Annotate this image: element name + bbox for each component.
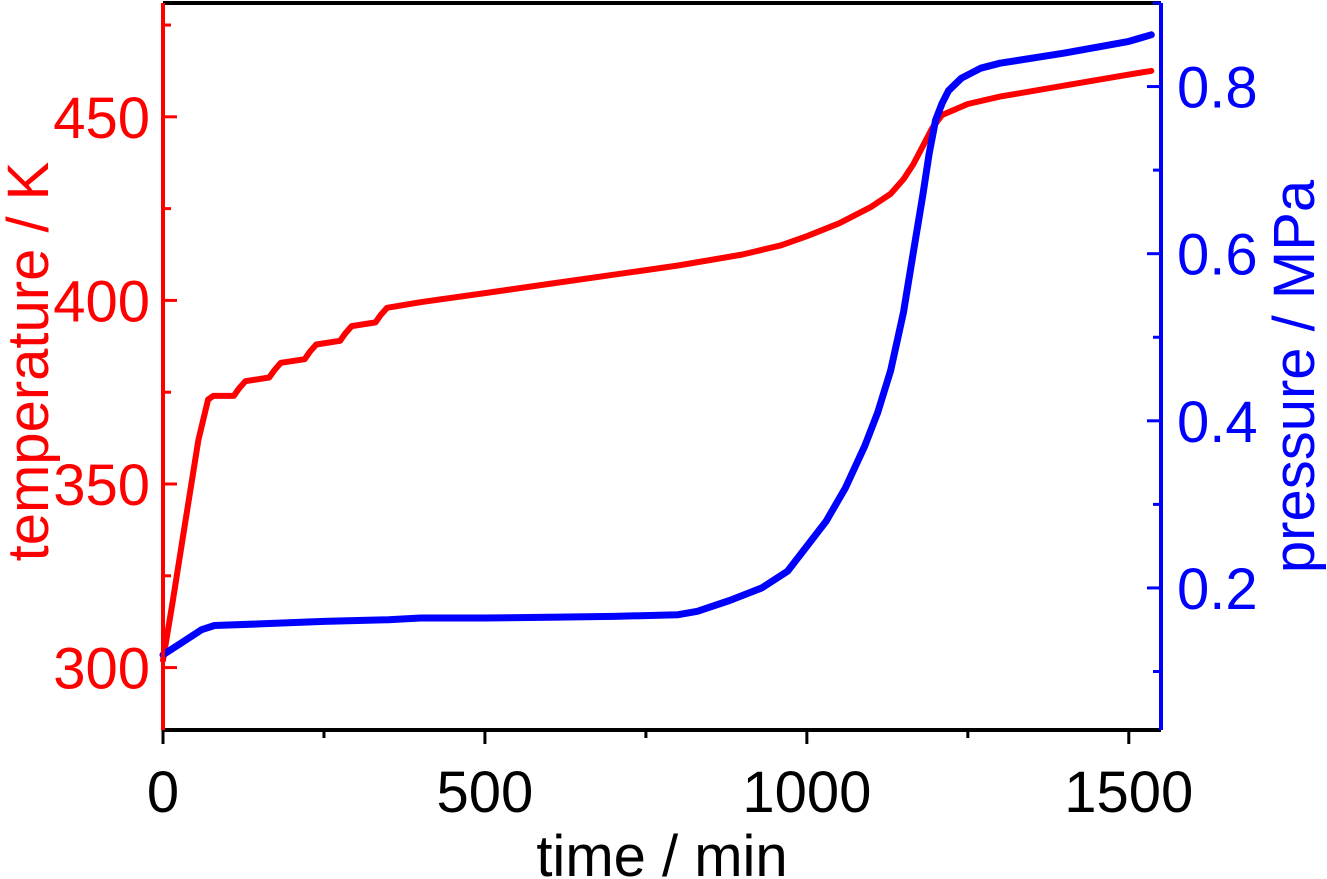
x-axis-title: time / min	[536, 824, 787, 879]
chart-marks	[159, 31, 1155, 664]
x-tick-label: 0	[147, 760, 179, 825]
y-left-tick-label: 350	[53, 453, 150, 518]
axis-labels: 0 500 1000 1500 300 350 400 450 0.2 0.4 0.6 0.8 time…	[0, 56, 1327, 879]
temperature-series-line	[160, 67, 1155, 664]
y-right-tick-label: 0.4	[1177, 390, 1258, 455]
y-right-axis-title: pressure / MPa	[1262, 179, 1327, 573]
y-left-axis-title: temperature / K	[0, 161, 61, 561]
pressure-series-line	[159, 31, 1155, 659]
axis-ticks	[161, 1, 1161, 744]
y-right-tick-label: 0.2	[1177, 557, 1258, 622]
y-left-tick-label: 450	[53, 86, 150, 151]
y-right-tick-label: 0.6	[1177, 223, 1258, 288]
y-left-tick-label: 400	[53, 269, 150, 334]
x-tick-label: 1000	[742, 760, 871, 825]
x-tick-label: 500	[437, 760, 534, 825]
plot-frame	[161, 1, 1163, 732]
y-right-tick-label: 0.8	[1177, 56, 1258, 121]
x-tick-label: 1500	[1064, 760, 1193, 825]
y-left-tick-label: 300	[53, 637, 150, 702]
